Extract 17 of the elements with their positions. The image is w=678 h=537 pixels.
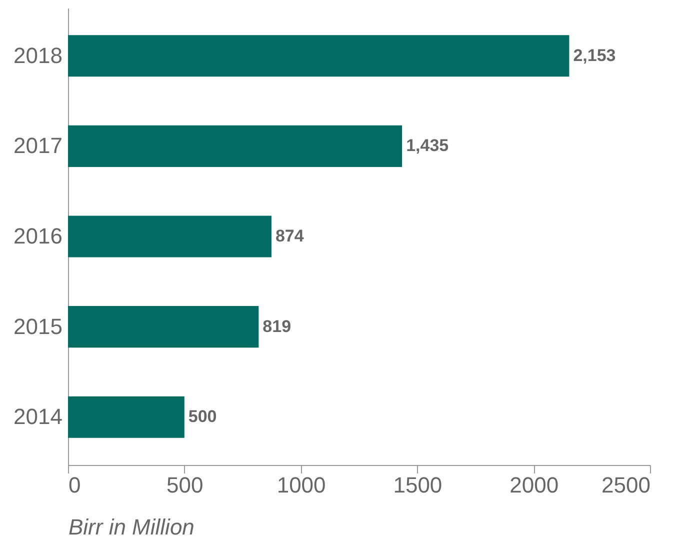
y-tick-label: 2014 xyxy=(14,404,62,430)
data-label: 874 xyxy=(275,226,304,246)
x-tick-label: 2500 xyxy=(602,472,650,498)
y-tick-label: 2015 xyxy=(14,314,62,339)
x-tick-label: 0 xyxy=(68,472,81,498)
data-label: 819 xyxy=(262,316,292,336)
data-label: 1,435 xyxy=(406,136,449,156)
x-tick-label: 1500 xyxy=(393,472,442,498)
data-label: 2,153 xyxy=(573,46,616,65)
x-axis-title: Birr in Million xyxy=(68,514,194,537)
data-label: 500 xyxy=(188,407,217,426)
x-tick-label: 500 xyxy=(166,472,204,498)
y-tick-label: 2017 xyxy=(14,133,62,158)
x-tick-label: 1000 xyxy=(276,472,326,498)
y-tick-label: 2016 xyxy=(14,224,62,248)
y-tick-label: 2018 xyxy=(14,42,62,68)
x-tick-label: 2000 xyxy=(510,472,559,498)
